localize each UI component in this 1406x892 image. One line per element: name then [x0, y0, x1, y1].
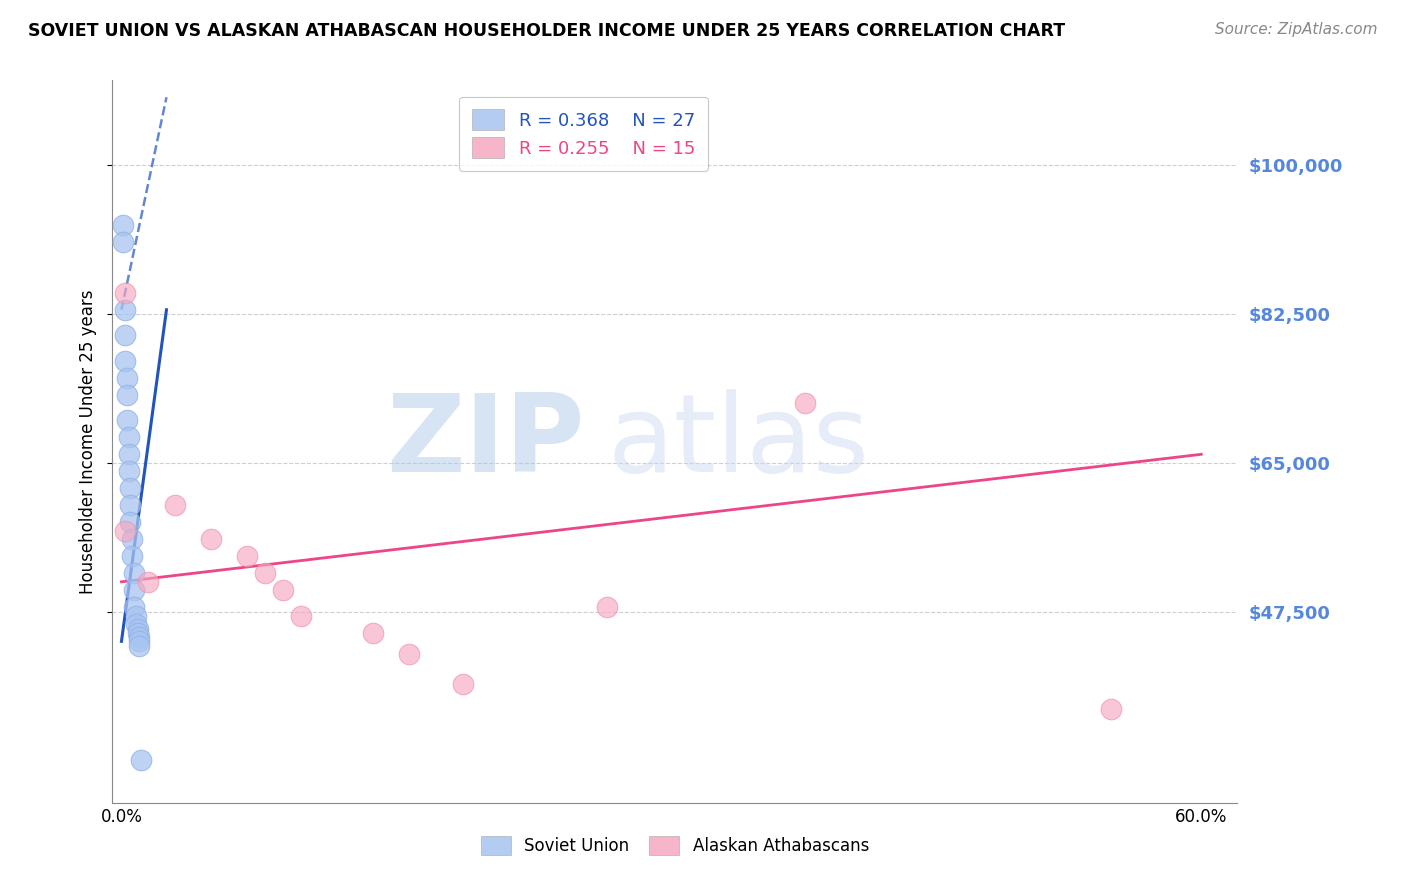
Point [398, 647, 420, 661]
Point [1099, 702, 1122, 716]
Point [290, 608, 312, 623]
Text: SOVIET UNION VS ALASKAN ATHABASCAN HOUSEHOLDER INCOME UNDER 25 YEARS CORRELATION: SOVIET UNION VS ALASKAN ATHABASCAN HOUSE… [28, 22, 1066, 40]
Text: ZIP: ZIP [387, 389, 585, 494]
Point [120, 481, 142, 495]
Point [453, 677, 475, 691]
Point [273, 583, 295, 598]
Point [596, 600, 619, 615]
Legend: Soviet Union, Alaskan Athabascans: Soviet Union, Alaskan Athabascans [470, 824, 880, 867]
Point [254, 566, 277, 581]
Point [114, 302, 136, 317]
Point [122, 600, 145, 615]
Point [118, 464, 141, 478]
Point [122, 583, 145, 598]
Point [112, 218, 135, 232]
Y-axis label: Householder Income Under 25 years: Householder Income Under 25 years [79, 289, 97, 594]
Point [236, 549, 259, 564]
Point [128, 634, 150, 648]
Point [114, 328, 136, 343]
Point [200, 533, 222, 547]
Text: Source: ZipAtlas.com: Source: ZipAtlas.com [1215, 22, 1378, 37]
Point [127, 622, 149, 636]
Point [165, 498, 187, 512]
Text: atlas: atlas [607, 389, 869, 494]
Point [115, 388, 138, 402]
Point [794, 396, 817, 410]
Point [125, 617, 148, 632]
Point [120, 516, 142, 530]
Point [115, 371, 138, 385]
Point [363, 625, 385, 640]
Point [128, 630, 150, 644]
Point [114, 353, 136, 368]
Point [114, 524, 136, 538]
Point [125, 608, 148, 623]
Point [120, 498, 142, 512]
Point [112, 235, 135, 249]
Point [115, 413, 138, 427]
Point [128, 639, 150, 653]
Point [118, 430, 141, 444]
Point [118, 447, 141, 461]
Point [129, 753, 152, 767]
Point [138, 574, 160, 589]
Point [122, 566, 145, 581]
Point [127, 625, 149, 640]
Point [121, 549, 143, 564]
Point [121, 533, 143, 547]
Point [114, 285, 136, 300]
